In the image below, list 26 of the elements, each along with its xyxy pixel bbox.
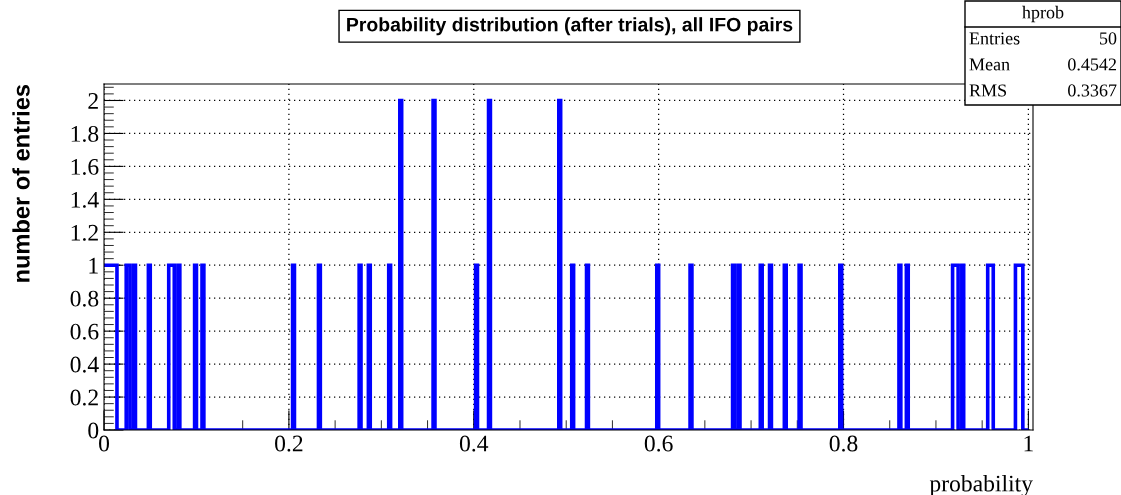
y-tick-label: 0.4	[70, 356, 99, 373]
text: 50	[1099, 32, 1117, 45]
x-tick-label: 0.8	[829, 435, 858, 452]
x-tick-label: 0.2	[275, 435, 303, 452]
y-axis-title: number of entries	[12, 84, 30, 282]
y-tick-label: 2	[88, 93, 98, 109]
x-tick-label: 0.6	[644, 435, 673, 452]
chart-title: Probability distribution (after trials), all IFO pairs	[347, 17, 793, 36]
y-tick-label: 1.8	[71, 125, 99, 142]
text: 0.3367	[1068, 84, 1117, 97]
y-tick-label: 1.2	[71, 224, 98, 241]
text: Entries	[969, 32, 1020, 45]
y-tick-label: 0.2	[70, 389, 98, 406]
y-tick-label: 0	[88, 422, 99, 439]
text: 0.4542	[1068, 58, 1116, 71]
y-tick-label: 1.4	[71, 191, 99, 208]
x-tick-label: 1	[1024, 435, 1033, 452]
x-tick-label: 0.4	[459, 435, 489, 452]
y-tick-label: 1	[89, 257, 98, 274]
y-tick-label: 0.8	[70, 290, 99, 307]
annotation: RMS	[969, 84, 1007, 97]
text: Mean	[969, 58, 1010, 71]
x-tick-label: 0	[99, 435, 110, 452]
text: hprob	[1022, 5, 1064, 23]
y-tick-label: 0.6	[70, 323, 99, 340]
y-tick-label: 1.6	[71, 158, 99, 175]
